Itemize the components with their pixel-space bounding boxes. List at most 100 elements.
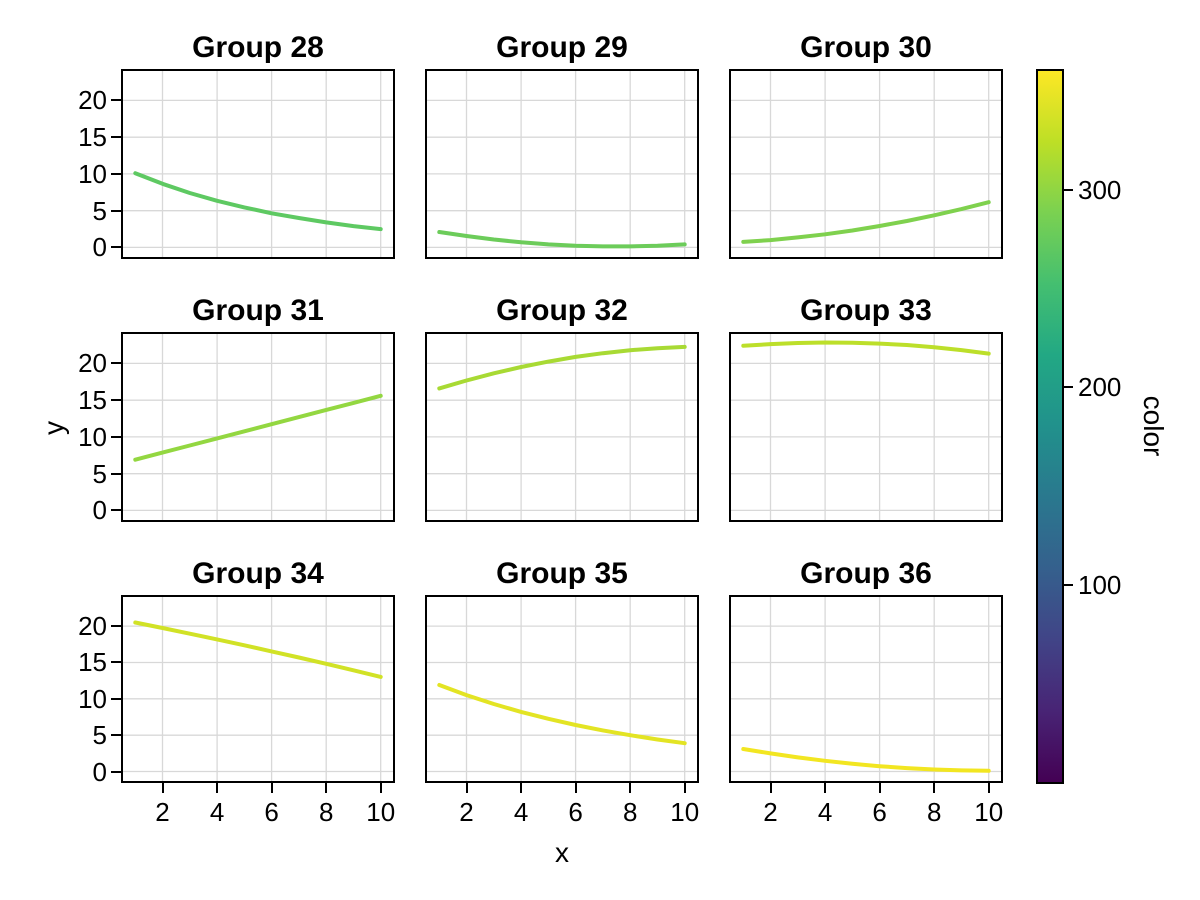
colorbar-tick-label: 200 (1078, 372, 1122, 402)
y-tick-mark (111, 697, 121, 700)
line-chart (731, 334, 1001, 520)
facet-title: Group 33 (800, 294, 932, 327)
line-chart (731, 597, 1001, 781)
y-tick-label: 0 (92, 495, 107, 526)
facet-title: Group 28 (192, 31, 324, 64)
line-chart (123, 334, 393, 520)
x-tick-mark (878, 783, 881, 793)
data-line (741, 200, 991, 244)
x-tick-label: 10 (670, 797, 700, 827)
x-tick-mark (629, 783, 632, 793)
y-tick-label: 0 (92, 232, 107, 263)
x-tick-label: 8 (318, 797, 334, 827)
x-tick-mark (216, 783, 219, 793)
facet-title: Group 31 (192, 294, 324, 327)
data-line (437, 683, 687, 746)
data-line (133, 620, 383, 679)
y-tick-mark (111, 625, 121, 628)
y-tick-mark (111, 770, 121, 773)
x-tick-label: 8 (622, 797, 638, 827)
facet-panel-group-28: Group 28 0 5 10 15 20 (78, 33, 395, 262)
colorbar-tick-mark (1064, 386, 1073, 388)
x-tick-label: 8 (926, 797, 942, 827)
y-tick-mark (111, 399, 121, 402)
facet-title: Group 30 (800, 31, 932, 64)
facet-panel-group-30: Group 30 (729, 33, 1003, 259)
data-line (437, 344, 687, 391)
y-tick-mark (111, 509, 121, 512)
colorbar-tick-label: 300 (1078, 174, 1122, 205)
y-tick-label: 20 (78, 611, 107, 642)
x-tick-label: 6 (264, 797, 279, 827)
facet-title: Group 29 (496, 31, 628, 64)
facet-panel-group-36: Group 36 2 4 6 8 10 (729, 559, 1003, 827)
x-tick-label: 6 (568, 797, 583, 827)
data-line (437, 230, 687, 249)
y-tick-mark (111, 209, 121, 212)
x-tick-label: 2 (155, 797, 170, 827)
y-tick-label: 5 (92, 720, 107, 751)
y-tick-mark (111, 246, 121, 249)
y-tick-mark (111, 472, 121, 475)
line-chart (123, 597, 393, 781)
colorbar-tick-mark (1064, 188, 1073, 191)
x-axis-label: x (555, 837, 569, 868)
colorbar-axis-label: color (1138, 395, 1169, 457)
x-tick-label: 10 (366, 797, 396, 827)
facet-panel-group-33: Group 33 (729, 296, 1003, 522)
x-tick-mark (769, 783, 772, 793)
y-tick-label: 10 (78, 421, 107, 452)
colorbar-tick-mark (1064, 583, 1073, 586)
facet-panel-group-31: Group 31 0 5 10 15 20 (78, 296, 395, 525)
x-tick-label: 2 (459, 797, 474, 827)
x-tick-mark (379, 783, 382, 793)
data-line (741, 340, 991, 356)
x-tick-label: 6 (872, 797, 887, 827)
facet-title: Group 34 (192, 557, 324, 590)
x-tick-label: 10 (974, 797, 1004, 827)
x-tick-mark (824, 783, 827, 793)
y-tick-mark (111, 136, 121, 139)
data-line (133, 393, 383, 462)
line-chart (427, 597, 697, 781)
x-tick-label: 4 (817, 797, 833, 827)
line-chart (427, 334, 697, 520)
facet-panel-group-35: Group 35 2 4 6 8 10 (425, 559, 699, 827)
x-tick-mark (574, 783, 577, 793)
data-line (133, 171, 383, 232)
facet-title: Group 36 (800, 557, 932, 590)
y-tick-mark (111, 99, 121, 102)
colorbar-tick-label: 100 (1078, 569, 1122, 600)
y-tick-label: 20 (78, 348, 107, 379)
y-tick-label: 10 (78, 158, 107, 189)
y-tick-label: 5 (92, 458, 107, 489)
line-chart (731, 71, 1001, 257)
x-tick-label: 4 (209, 797, 225, 827)
x-tick-mark (161, 783, 164, 793)
x-tick-label: 4 (513, 797, 529, 827)
y-tick-label: 0 (92, 756, 107, 787)
y-tick-mark (111, 435, 121, 438)
facet-panel-group-29: Group 29 (425, 33, 699, 259)
y-tick-label: 15 (78, 385, 107, 416)
y-tick-label: 15 (78, 647, 107, 678)
y-axis-label: y (38, 421, 69, 435)
data-line (741, 747, 991, 773)
x-tick-mark (465, 783, 468, 793)
y-tick-mark (111, 362, 121, 365)
facet-panel-group-32: Group 32 (425, 296, 699, 522)
y-tick-label: 10 (78, 683, 107, 714)
facet-title: Group 32 (496, 294, 628, 327)
facet-title: Group 35 (496, 557, 628, 590)
line-chart (427, 71, 697, 257)
x-tick-mark (933, 783, 936, 793)
x-tick-mark (520, 783, 523, 793)
colorbar: 100 200 300 (1036, 69, 1121, 784)
y-tick-mark (111, 661, 121, 664)
y-tick-label: 15 (78, 122, 107, 153)
x-tick-mark (683, 783, 686, 793)
y-tick-label: 20 (78, 85, 107, 116)
x-tick-mark (325, 783, 328, 793)
x-tick-mark (270, 783, 273, 793)
